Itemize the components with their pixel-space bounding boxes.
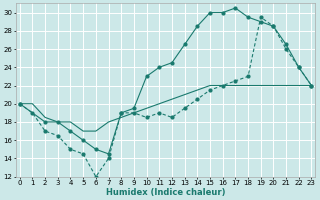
X-axis label: Humidex (Indice chaleur): Humidex (Indice chaleur) <box>106 188 225 197</box>
